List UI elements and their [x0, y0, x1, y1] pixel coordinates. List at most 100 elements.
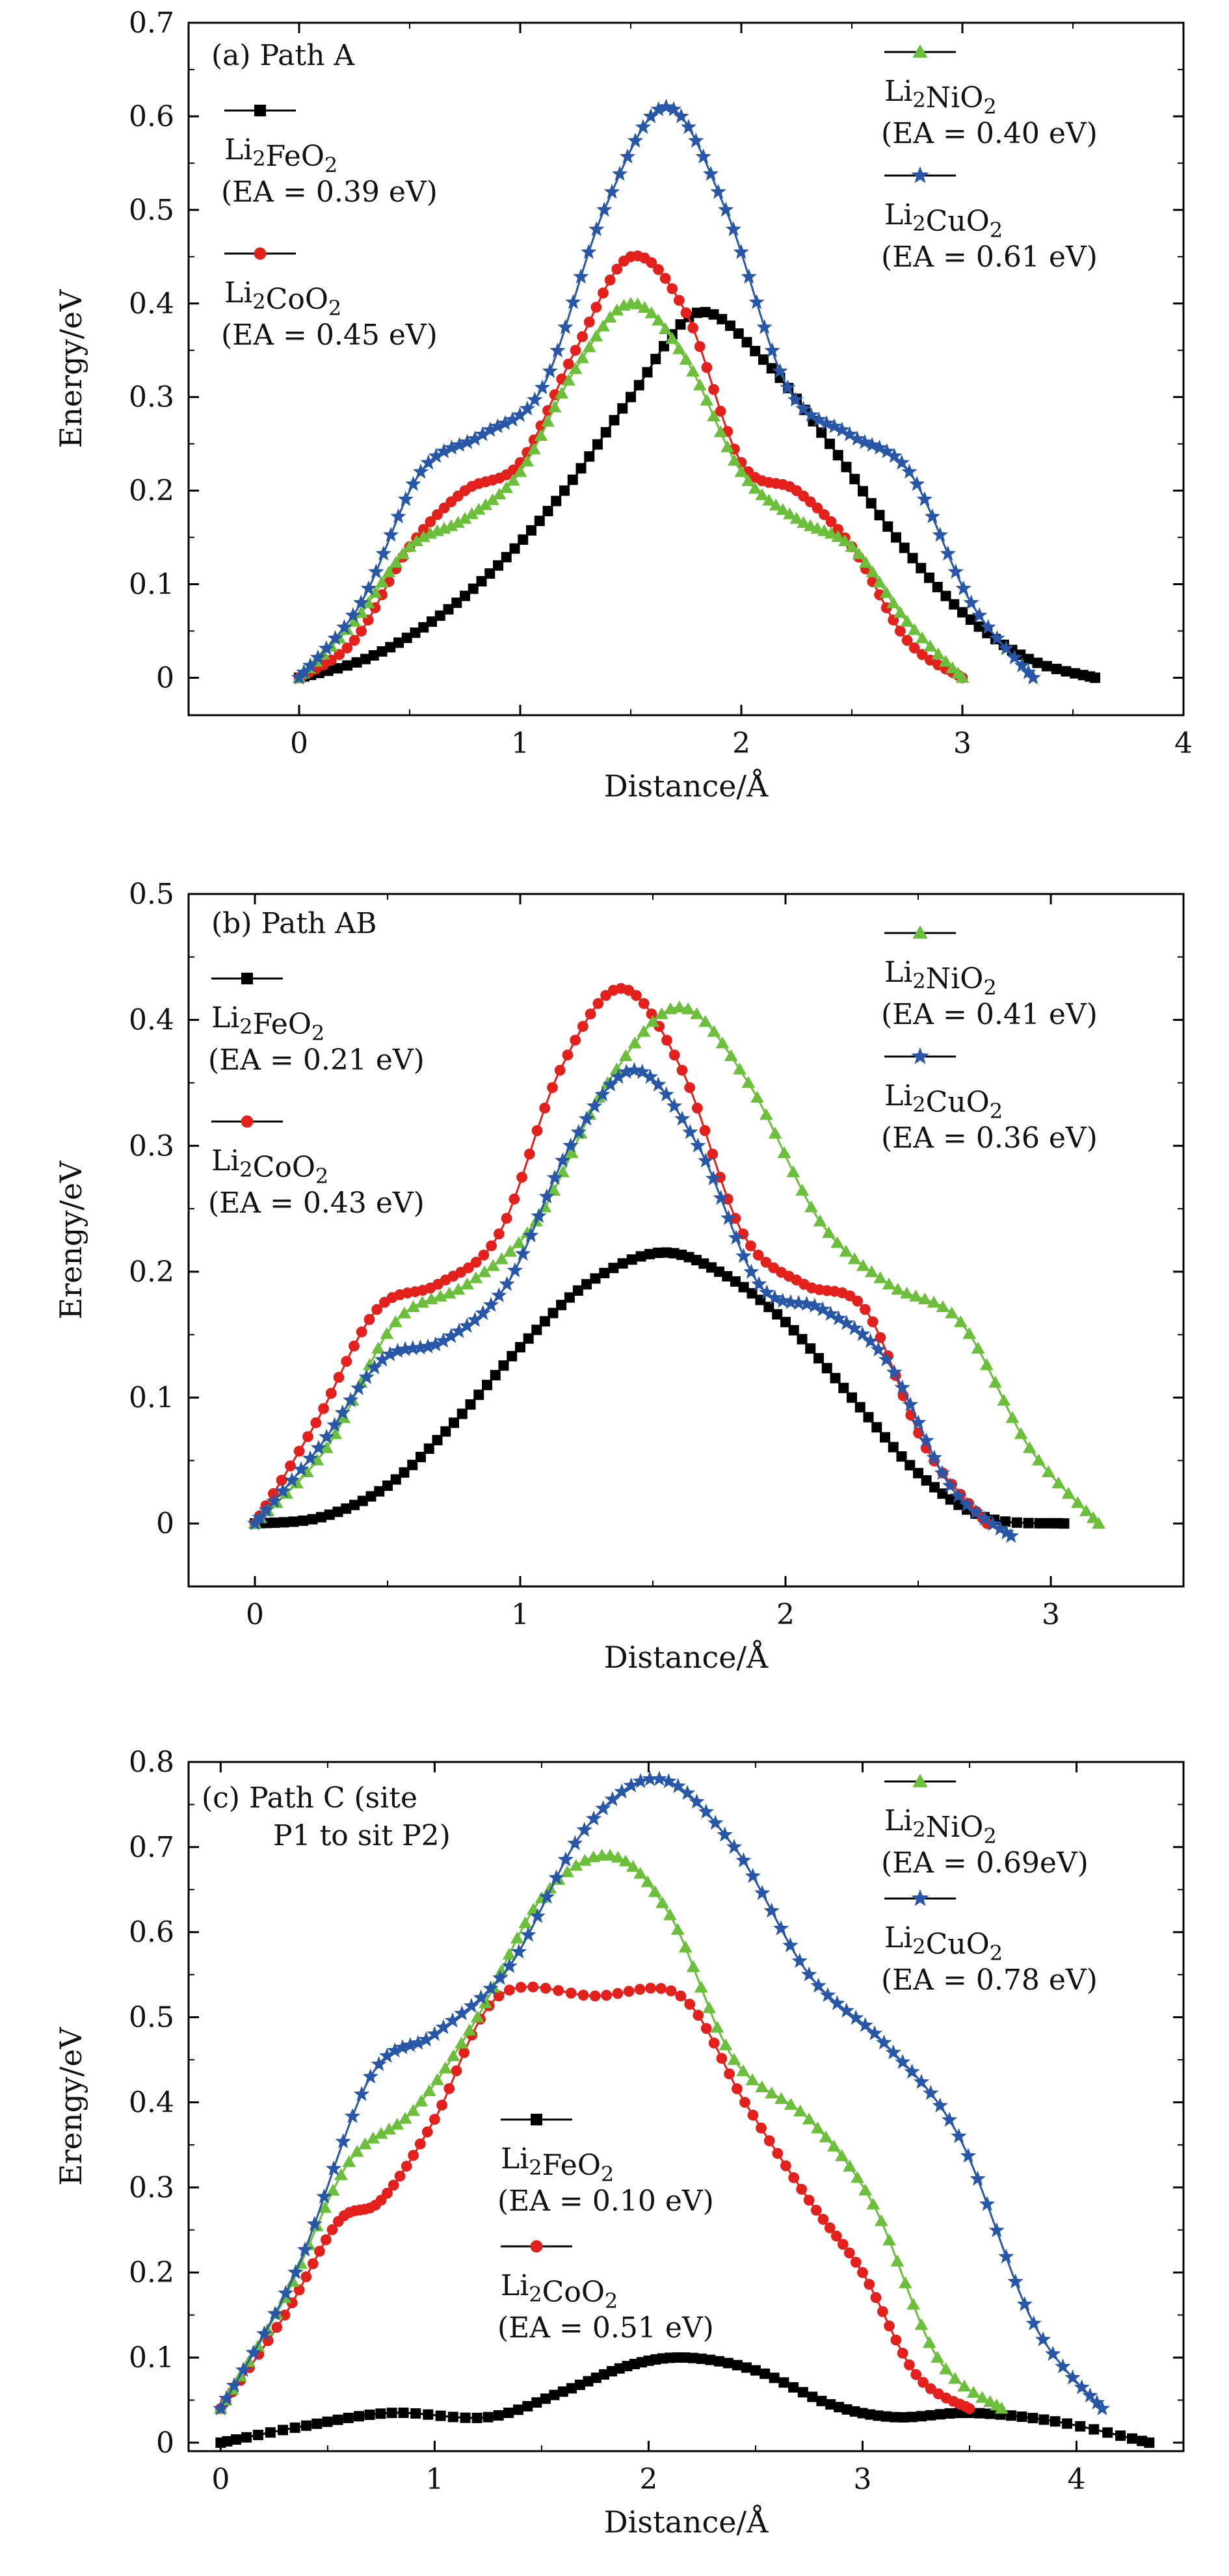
data-point-circle: [925, 2383, 936, 2395]
data-point-star: [451, 436, 468, 452]
data-point-triangle: [672, 1000, 687, 1013]
data-point-triangle: [782, 507, 797, 519]
data-point-circle: [852, 1295, 864, 1307]
data-point-triangle: [831, 530, 845, 542]
data-point-triangle: [389, 555, 403, 568]
data-point-star: [718, 202, 734, 217]
data-point-square: [374, 1486, 385, 1497]
data-point-circle: [810, 2205, 822, 2216]
data-point-star: [707, 1815, 724, 1830]
data-point-triangle: [851, 2171, 865, 2183]
data-point-triangle: [406, 1300, 420, 1313]
y-tick-label: 0.2: [129, 2256, 174, 2289]
data-point-square: [1144, 2437, 1155, 2448]
panel-label: (a) Path A: [211, 39, 355, 72]
legend-activation-energy: (EA = 0.10 eV): [497, 2185, 714, 2218]
data-point-circle: [547, 1082, 558, 1094]
data-point-star: [642, 1770, 658, 1786]
data-point-star: [604, 1791, 621, 1806]
data-point-triangle: [663, 1908, 677, 1921]
legend-activation-energy: (EA = 0.36 eV): [881, 1122, 1098, 1155]
data-point-star: [623, 1777, 639, 1793]
data-point-star: [504, 412, 521, 427]
data-point-square: [549, 2389, 560, 2400]
data-point-star: [1020, 664, 1037, 679]
legend-activation-energy: (EA = 0.39 eV): [221, 176, 438, 209]
data-point-star: [226, 2377, 243, 2393]
data-point-triangle: [486, 493, 499, 505]
data-point-triangle: [422, 2084, 436, 2096]
data-point-circle: [562, 1049, 574, 1061]
data-point-triangle: [927, 1295, 941, 1308]
data-point-circle: [897, 2347, 908, 2359]
data-point-triangle: [795, 1183, 810, 1196]
data-point-triangle: [374, 2127, 388, 2139]
data-point-star: [588, 221, 605, 237]
data-point-star: [596, 202, 613, 217]
data-point-star: [923, 2084, 939, 2100]
data-point-circle: [570, 345, 581, 356]
data-point-star: [318, 640, 334, 655]
data-point-square: [696, 2353, 707, 2364]
data-point-circle: [293, 2284, 305, 2296]
data-point-triangle: [575, 351, 590, 363]
data-point-square: [1062, 2418, 1073, 2429]
data-point-square: [772, 1309, 783, 1320]
data-point-square: [889, 2412, 900, 2423]
y-tick-label: 0.3: [129, 2171, 174, 2204]
data-point-triangle: [822, 1226, 836, 1239]
y-tick-label: 0: [156, 661, 174, 694]
data-point-triangle: [416, 530, 430, 542]
data-point-star: [519, 401, 536, 416]
legend-series-name: Li2NiO2: [884, 75, 997, 119]
data-point-star: [266, 1493, 282, 1508]
data-point-square: [642, 367, 653, 378]
data-point-star: [581, 244, 597, 259]
data-point-star: [951, 2128, 967, 2144]
data-point-star: [302, 657, 319, 673]
data-point-circle: [715, 406, 726, 417]
legend-activation-energy: (EA = 0.69eV): [881, 1847, 1089, 1880]
legend-entry-Li2FeO2: Li2FeO2(EA = 0.10 eV): [497, 2114, 714, 2218]
data-point-star: [454, 2005, 470, 2021]
data-point-star: [886, 1364, 903, 1380]
data-point-star: [901, 464, 918, 479]
data-point-square: [865, 2409, 876, 2420]
data-point-circle: [715, 1172, 726, 1183]
data-point-circle: [731, 2083, 743, 2094]
data-point-square: [556, 1300, 567, 1311]
data-point-star: [773, 1920, 789, 1936]
data-point-square: [407, 1460, 418, 1471]
data-point-triangle: [893, 606, 907, 618]
data-point-square: [854, 1402, 866, 1413]
series-Li2FeO2: [215, 2352, 1155, 2448]
data-point-star: [1025, 669, 1041, 685]
data-point-circle: [680, 307, 692, 319]
data-point-square: [423, 2409, 434, 2420]
series-Li2FeO2: [294, 307, 1100, 683]
data-point-star: [909, 475, 925, 492]
data-point-circle: [646, 1008, 657, 1019]
data-point-star: [1082, 2387, 1098, 2403]
data-point-triangle: [368, 586, 382, 598]
data-point-star: [397, 1341, 414, 1356]
data-point-star: [570, 1124, 587, 1139]
data-point-circle: [890, 2334, 902, 2346]
data-point-circle: [451, 2065, 462, 2077]
data-point-circle: [271, 2322, 283, 2333]
data-point-square: [680, 2352, 691, 2363]
data-point-circle: [739, 2097, 750, 2108]
data-point-circle: [724, 2068, 735, 2080]
data-point-star: [419, 1338, 436, 1354]
data-point-circle: [527, 1981, 539, 1993]
subscript: 2: [990, 218, 1003, 243]
data-point-circle: [478, 1249, 490, 1261]
data-point-square: [858, 486, 868, 497]
data-point-star: [1055, 2358, 1071, 2374]
data-point-star: [1014, 657, 1030, 673]
data-point-square: [880, 1432, 890, 1443]
data-point-circle: [763, 2135, 775, 2146]
data-point-star: [501, 1958, 518, 1973]
data-point-star: [857, 2017, 873, 2032]
data-point-star: [955, 580, 971, 596]
